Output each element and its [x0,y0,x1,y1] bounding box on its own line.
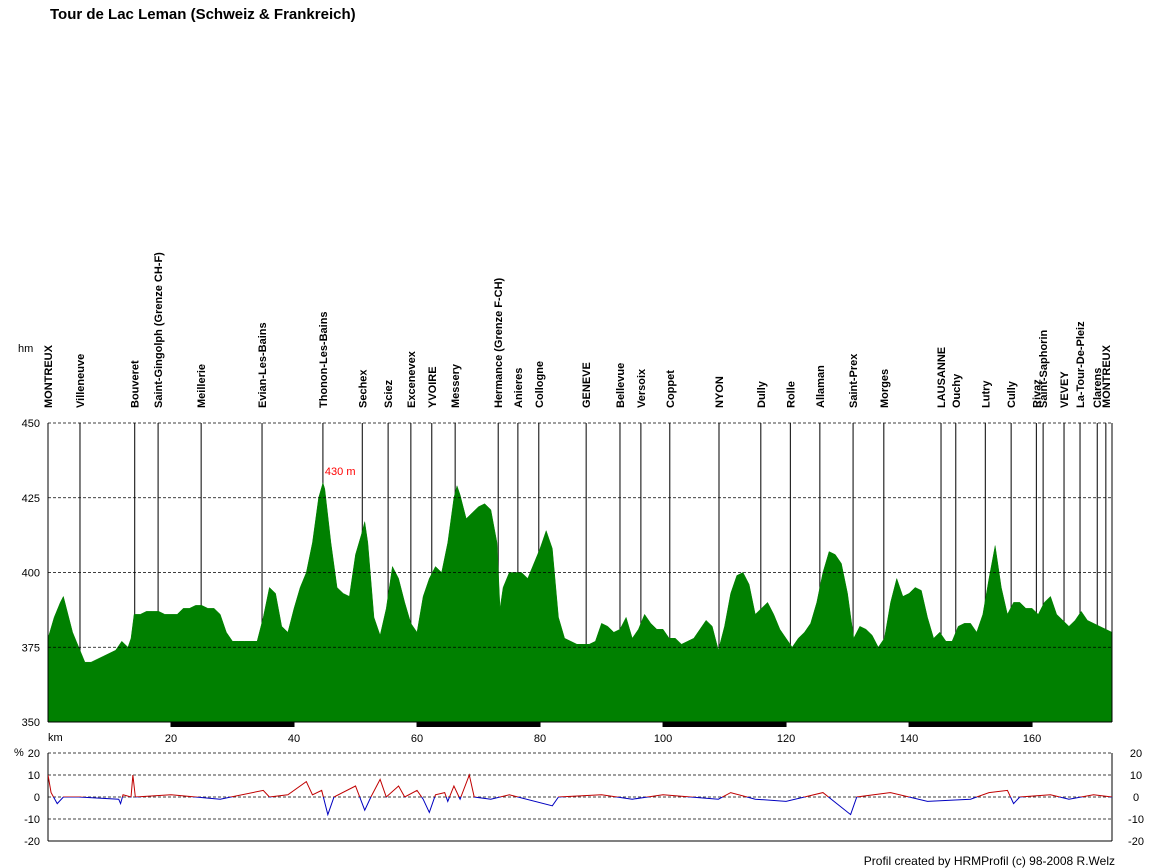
y-axis-label: % [14,747,24,759]
place-label: Rivaz [1031,379,1043,408]
place-label: Bouveret [130,360,142,408]
y-tick-label: 375 [22,642,40,654]
place-label: Excenevex [406,350,418,408]
y-tick-label-right: -20 [1128,836,1144,848]
place-label: Saint-Gingolph (Grenze CH-F) [153,252,165,408]
place-label: VEVEY [1059,371,1071,408]
place-label: Anieres [513,368,525,408]
axis-band [663,722,787,727]
elevation-area [47,481,1113,723]
place-label: La-Tour-De-Pleiz [1075,321,1087,408]
y-tick-label: 20 [28,748,40,760]
place-label: Messery [450,363,462,408]
y-tick-label-right: 20 [1130,748,1142,760]
y-tick-label-right: 0 [1133,792,1139,804]
chart-title: Tour de Lac Leman (Schweiz & Frankreich) [50,6,356,23]
place-label: LAUSANNE [936,347,948,408]
place-label: MONTREUX [1101,344,1113,408]
y-axis-label: hm [18,343,33,355]
place-label: Dully [756,380,768,408]
place-label: Saint-Saphorin [1038,329,1050,408]
place-label: GENEVE [581,362,593,408]
y-tick-label: 425 [22,493,40,505]
place-label: NYON [714,376,726,408]
place-label: Ouchy [951,373,963,408]
place-label: Hermance (Grenze F-CH) [493,277,505,408]
y-tick-label: 400 [22,568,40,580]
place-label: Sechex [357,369,369,408]
x-tick-label: 60 [411,733,423,745]
gradient-line-up [48,773,1112,797]
place-label: Saint-Prex [848,353,860,408]
place-label: Morges [879,369,891,408]
axis-band [909,722,1033,727]
place-label: YVOIRE [427,366,439,408]
x-tick-label: 40 [288,733,300,745]
y-tick-label-right: 10 [1130,770,1142,782]
footer: Profil created by HRMProfil (c) 98-2008 … [864,854,1115,868]
y-tick-label: 450 [22,418,40,430]
place-label: Villeneuve [75,354,87,408]
y-tick-label: -20 [24,836,40,848]
place-label: Bellevue [615,363,627,408]
axis-band [417,722,541,727]
x-tick-label: 20 [165,733,177,745]
place-label: Rolle [785,381,797,408]
gradient-line-down [52,797,1112,817]
x-tick-label: 100 [654,733,672,745]
x-axis-label: km [48,732,63,744]
annotation: 430 m [325,466,356,478]
x-tick-label: 160 [1023,733,1041,745]
y-tick-label: 350 [22,717,40,729]
place-label: Allaman [815,365,827,408]
place-label: Meillerie [196,364,208,408]
place-label: Evian-Les-Bains [257,322,269,408]
y-tick-label: 10 [28,770,40,782]
axis-band [171,722,295,727]
x-tick-label: 120 [777,733,795,745]
place-label: Coppet [665,370,677,408]
place-label: Versoix [636,368,648,408]
x-tick-label: 80 [534,733,546,745]
place-label: Collogne [534,361,546,408]
place-label: Sciez [383,379,395,408]
place-label: Clarens [1092,368,1104,408]
y-tick-label: 0 [34,792,40,804]
y-tick-label: -10 [24,814,40,826]
y-tick-label-right: -10 [1128,814,1144,826]
place-label: Lutry [980,380,992,408]
x-tick-label: 140 [900,733,918,745]
place-label: Cully [1006,380,1018,408]
place-label: Thonon-Les-Bains [318,311,330,408]
place-label: MONTREUX [43,344,55,408]
